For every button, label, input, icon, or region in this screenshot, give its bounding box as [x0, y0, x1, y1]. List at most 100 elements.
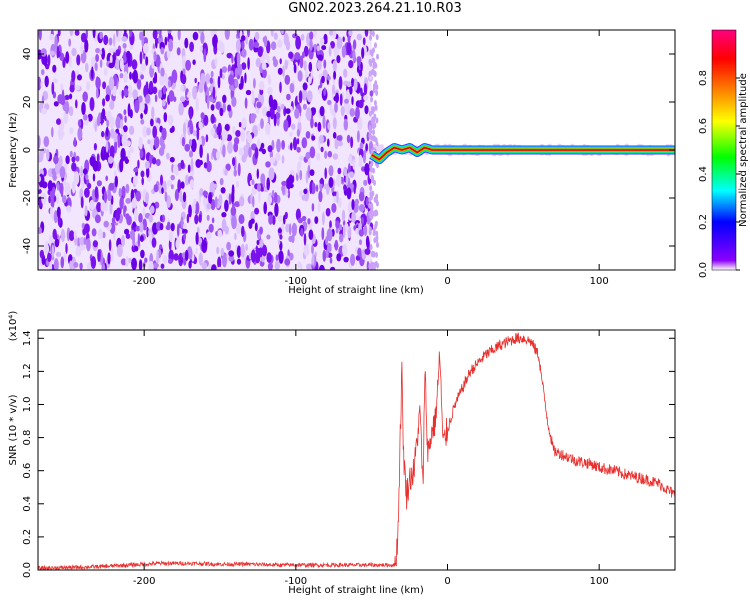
noise-speckle: [258, 93, 262, 100]
noise-speckle: [336, 36, 343, 50]
noise-speckle: [284, 258, 291, 266]
noise-speckle: [240, 243, 245, 258]
noise-speckle: [267, 145, 273, 153]
noise-speckle: [335, 220, 340, 229]
noise-speckle: [309, 31, 314, 41]
noise-speckle: [190, 138, 197, 153]
noise-speckle: [122, 43, 127, 49]
noise-speckle: [250, 249, 256, 263]
y-tick-label: -20: [22, 190, 33, 206]
noise-speckle: [63, 110, 69, 125]
noise-speckle: [122, 125, 128, 133]
noise-speckle: [210, 127, 215, 136]
noise-speckle: [285, 108, 291, 114]
noise-speckle: [317, 54, 324, 61]
noise-speckle: [208, 192, 213, 205]
noise-speckle: [358, 191, 365, 202]
noise-speckle: [189, 41, 195, 52]
noise-speckle: [116, 244, 123, 258]
noise-speckle: [184, 249, 189, 262]
noise-speckle: [139, 100, 145, 113]
noise-speckle: [232, 157, 236, 167]
noise-speckle: [178, 102, 184, 116]
noise-speckle: [200, 112, 205, 120]
noise-speckle: [139, 51, 143, 65]
noise-speckle: [148, 214, 153, 223]
noise-speckle: [105, 94, 110, 102]
noise-speckle: [168, 230, 174, 243]
noise-speckle: [103, 34, 109, 46]
noise-speckle: [158, 89, 163, 99]
noise-speckle: [297, 217, 304, 224]
ridge-halo: [379, 144, 384, 148]
noise-speckle: [102, 81, 107, 90]
noise-speckle: [356, 33, 362, 41]
noise-speckle: [65, 51, 70, 64]
noise-speckle: [121, 134, 128, 147]
noise-speckle: [95, 47, 101, 54]
noise-speckle: [140, 74, 145, 80]
noise-speckle: [343, 118, 348, 131]
noise-speckle: [79, 262, 83, 270]
noise-speckle: [118, 187, 122, 197]
noise-speckle: [301, 88, 308, 101]
y-tick-label: 40: [22, 48, 33, 61]
noise-speckle: [294, 108, 300, 119]
noise-speckle: [226, 241, 232, 251]
noise-speckle: [241, 48, 247, 58]
noise-speckle: [167, 114, 174, 126]
noise-speckle: [129, 146, 134, 154]
noise-speckle: [77, 237, 80, 249]
noise-speckle: [54, 238, 60, 248]
noise-speckle: [51, 168, 55, 175]
noise-speckle: [132, 69, 138, 84]
noise-speckle: [161, 187, 164, 195]
noise-speckle: [96, 153, 100, 163]
noise-speckle: [53, 101, 59, 107]
noise-speckle: [305, 107, 312, 121]
ridge-halo: [376, 148, 381, 152]
colorbar-frame: [711, 29, 737, 271]
snr-multiplier-label: (x10⁴): [8, 311, 19, 342]
noise-speckle: [109, 100, 115, 110]
noise-speckle: [38, 188, 42, 194]
noise-speckle: [284, 59, 288, 70]
noise-speckle: [59, 52, 65, 61]
noise-speckle: [234, 78, 239, 88]
noise-speckle: [129, 125, 135, 135]
y-tick-label: -40: [22, 238, 33, 254]
noise-speckle: [257, 46, 263, 58]
noise-speckle: [283, 214, 286, 225]
noise-speckle: [80, 196, 84, 209]
noise-speckle: [85, 173, 89, 181]
noise-speckle: [212, 148, 216, 158]
noise-speckle: [194, 201, 200, 215]
noise-speckle: [256, 139, 261, 150]
noise-speckle: [277, 67, 283, 75]
noise-speckle: [277, 228, 282, 234]
noise-speckle: [100, 252, 104, 266]
noise-speckle: [342, 243, 348, 256]
noise-speckle: [194, 77, 197, 84]
noise-speckle: [142, 125, 148, 138]
noise-speckle: [363, 83, 368, 96]
noise-speckle: [195, 231, 199, 245]
noise-speckle: [40, 48, 47, 57]
noise-speckle: [337, 197, 342, 208]
noise-speckle: [351, 211, 357, 223]
noise-speckle: [330, 41, 335, 49]
noise-speckle: [269, 156, 276, 164]
noise-speckle: [129, 229, 135, 240]
noise-speckle: [310, 116, 314, 129]
noise-speckle: [358, 204, 365, 213]
noise-speckle: [219, 68, 223, 79]
noise-speckle: [372, 167, 375, 174]
noise-speckle: [363, 179, 368, 186]
noise-speckle: [100, 111, 104, 126]
noise-speckle: [289, 131, 293, 137]
noise-speckle: [372, 47, 375, 54]
noise-speckle: [188, 260, 192, 269]
noise-speckle: [314, 216, 319, 225]
noise-speckle: [234, 67, 238, 78]
noise-speckle: [161, 142, 166, 151]
